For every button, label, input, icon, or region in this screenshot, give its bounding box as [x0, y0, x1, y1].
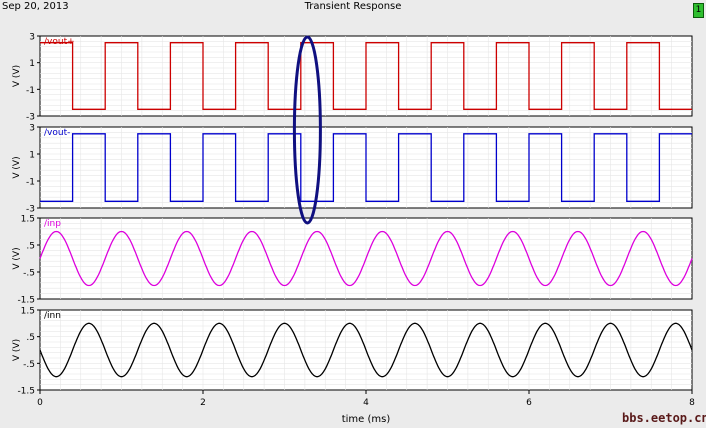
y-tick-label: -3 [26, 113, 35, 123]
y-tick-label: 3 [29, 124, 35, 134]
y-tick-label: .5 [26, 242, 35, 252]
series-name: /inp [44, 219, 61, 229]
y-axis-label: V (V) [12, 339, 22, 361]
x-tick-label: 6 [526, 398, 532, 408]
y-tick-label: 3 [29, 33, 35, 43]
x-tick-label: 0 [37, 398, 43, 408]
panel-vout: 3 1 -1 -3 V (V) /vout+ [12, 33, 693, 123]
status-badge[interactable]: 1 [693, 3, 704, 18]
x-axis-label: time (ms) [342, 414, 391, 425]
y-axis-label: V (V) [12, 65, 22, 87]
watermark: bbs.eetop.cn [622, 411, 706, 425]
y-tick-label: .5 [26, 333, 35, 343]
y-tick-label: -1 [26, 178, 35, 188]
y-tick-label: 1 [29, 59, 35, 69]
y-tick-label: -3 [26, 205, 35, 215]
y-tick-label: -1.5 [17, 296, 35, 306]
x-tick-label: 2 [200, 398, 206, 408]
series-line [40, 133, 692, 202]
y-tick-label: -.5 [23, 360, 35, 370]
series-line [39, 322, 693, 378]
y-axis-label: V (V) [12, 247, 22, 269]
series-line [39, 230, 693, 287]
y-axis-label: V (V) [12, 156, 22, 178]
y-tick-label: 1.5 [21, 215, 35, 225]
y-tick-label: 1.5 [21, 307, 35, 317]
panel-inp: 1.5 .5 -.5 -1.5 V (V) /inp [12, 215, 693, 306]
series-name: /inn [44, 311, 61, 321]
x-tick-label: 8 [689, 398, 695, 408]
y-tick-label: 1 [29, 151, 35, 161]
series-name: /vout+ [44, 37, 75, 47]
series-name: /vout- [44, 128, 70, 138]
panel-inn: 1.5 .5 -.5 -1.5 V (V) /inn [12, 307, 693, 397]
x-tick-label: 4 [363, 398, 369, 408]
y-tick-label: -1 [26, 86, 35, 96]
panel-vout: 3 1 -1 -3 V (V) /vout- [12, 124, 693, 215]
chart-title: Transient Response [304, 1, 402, 12]
y-tick-label: -1.5 [17, 387, 35, 397]
y-tick-label: -.5 [23, 269, 35, 279]
annotation-ellipse [292, 35, 322, 225]
date-label: Sep 20, 2013 [2, 1, 69, 12]
series-line [40, 42, 692, 110]
